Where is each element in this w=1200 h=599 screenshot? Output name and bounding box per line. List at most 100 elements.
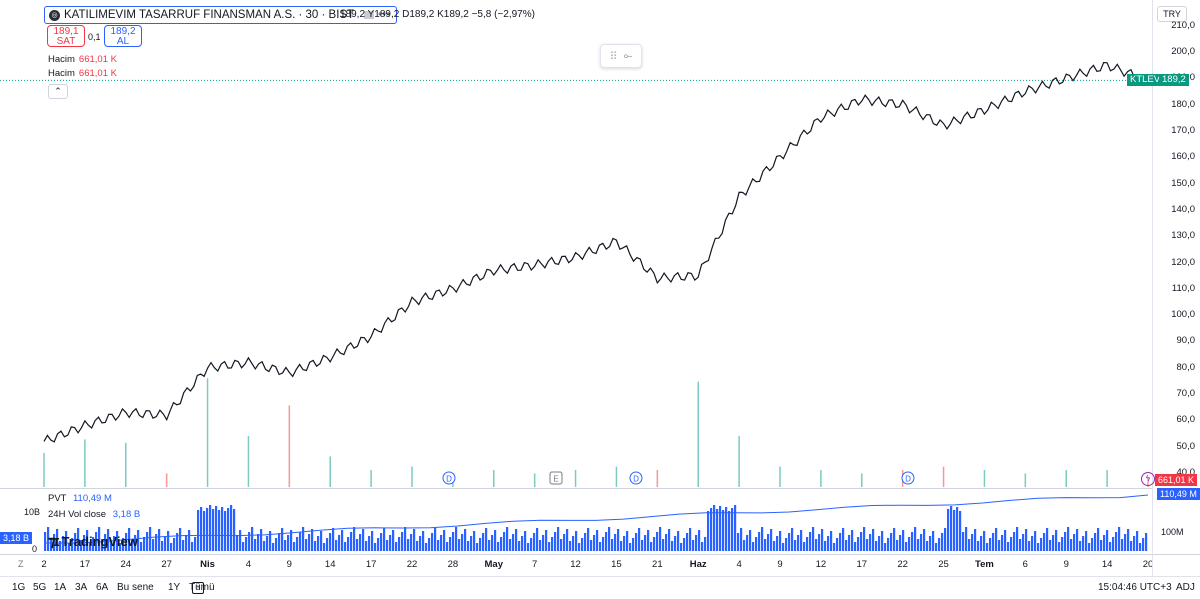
drag-handle-icon[interactable]: ⠿	[609, 50, 618, 63]
timeframe-button[interactable]: Bu sene	[117, 582, 154, 593]
vol-close-bar	[1031, 536, 1034, 551]
vol-close-bar	[725, 507, 728, 551]
vol-close-bar	[560, 539, 563, 551]
vol-close-bar	[770, 529, 773, 551]
dividend-event-icon[interactable]: D	[442, 471, 456, 485]
vol-close-bar	[566, 529, 569, 551]
time-tick: 27	[161, 559, 172, 570]
timeframe-button[interactable]: Tümü	[189, 582, 215, 593]
timeframe-button[interactable]: 1A	[54, 582, 67, 593]
timeframe-button[interactable]: 3A	[75, 582, 88, 593]
zoom-z-icon[interactable]: Z	[18, 559, 24, 569]
vol-close-bar	[485, 528, 488, 551]
vol-close-bar	[404, 527, 407, 551]
floating-drawing-widget[interactable]: ⠿ ⟜	[600, 44, 642, 68]
timeframe-button[interactable]: 5G	[33, 582, 47, 593]
vol-close-bar	[482, 533, 485, 551]
vol-close-bar	[680, 543, 683, 551]
vol-close-bar	[908, 537, 911, 551]
vol-close-bar	[503, 532, 506, 551]
buy-button[interactable]: 189,2 AL	[104, 25, 142, 47]
tradingview-logo[interactable]: ⁊ɪ TradingView	[48, 532, 138, 550]
volume-bar	[288, 405, 291, 487]
vol-close-bar	[317, 536, 320, 551]
volume-bar	[84, 439, 86, 487]
timeframe-button[interactable]: 6A	[96, 582, 109, 593]
vol-close-bar	[287, 535, 290, 551]
vol-close-bar	[965, 527, 968, 551]
vol-close-bar	[1091, 538, 1094, 551]
symbol-legend[interactable]: ◎ KATILIMEVIM TASARRUF FINANSMAN A.S. · …	[44, 6, 398, 24]
bottom-toolbar[interactable]: 1G 5G 1A 3A 6A Bu sene 1Y Tümü + 15:04:46 UTC+3…	[0, 576, 1200, 599]
vol-close-bar	[722, 510, 725, 551]
time-tick: Nis	[200, 559, 215, 570]
vol-close-bar	[1145, 533, 1148, 551]
vol-close-bar	[809, 532, 812, 551]
vol-close-bar	[1112, 537, 1115, 551]
collapse-legend-button[interactable]: ⌃	[48, 84, 68, 99]
clock[interactable]: 15:04:46 UTC+3	[1098, 582, 1172, 593]
vol-close-bar	[356, 539, 359, 551]
vol-close-bar	[785, 538, 788, 551]
vol-close-bar	[620, 541, 623, 551]
pvt-legend[interactable]: PVT 110,49 M	[48, 493, 112, 504]
vol-close-bar	[773, 541, 776, 551]
indicator-chart[interactable]	[0, 489, 1152, 555]
price-axis[interactable]: TRY 210,0200,0190,0180,0170,0160,0150,01…	[1127, 0, 1200, 554]
volume-bar	[493, 470, 495, 487]
vol-close-bar	[629, 543, 632, 551]
line-tool-icon[interactable]: ⟜	[623, 49, 633, 62]
price-tick: 50,0	[1176, 440, 1196, 452]
vol-close-bar	[107, 529, 110, 551]
sell-button[interactable]: 189,1 SAT	[47, 25, 85, 47]
vol-close-bar	[869, 534, 872, 551]
date-range-calendar-icon[interactable]: +	[192, 582, 204, 594]
volume-legend-2[interactable]: Hacim 661,01 K	[48, 68, 117, 79]
currency-selector[interactable]: TRY	[1157, 6, 1187, 22]
vol-close-bar	[536, 528, 539, 551]
time-axis[interactable]: Z 2 17 24 27 Nis 4 9 14 17 22 28 May 7 12 15 21 Haz 4 9 12 1…	[0, 554, 1153, 577]
vol-close-bar	[197, 510, 200, 551]
time-tick: 2	[41, 559, 47, 570]
vol-close-bar	[65, 531, 68, 551]
alert-lightning-icon[interactable]: ϟ	[1141, 472, 1155, 486]
indicator-pane[interactable]	[0, 488, 1152, 555]
timeframe-button[interactable]: 1Y	[168, 582, 181, 593]
vol-close-bar	[1058, 542, 1061, 551]
vol-close-bar	[365, 541, 368, 551]
vol-close-bar	[596, 530, 599, 551]
vol-close-bar	[140, 542, 143, 551]
vol-close-bar	[671, 541, 674, 551]
vol-close-bar	[1055, 530, 1058, 551]
vol-close-bar	[830, 531, 833, 551]
vol-close-bar	[239, 530, 242, 551]
dividend-event-icon[interactable]: D	[901, 471, 915, 485]
vol-close-bar	[665, 534, 668, 551]
vol-close-bar	[350, 532, 353, 551]
volume-legend-1[interactable]: Hacim 661,01 K	[48, 54, 117, 65]
price-series-line[interactable]	[43, 61, 1149, 443]
vol-close-bar	[104, 534, 107, 551]
adj-toggle[interactable]: ADJ	[1176, 582, 1195, 593]
vol-close-legend[interactable]: 24H Vol close 3,18 B	[48, 509, 140, 520]
vol-close-bar	[689, 528, 692, 551]
timeframe-button[interactable]: 1G	[12, 582, 26, 593]
vol-close-bar	[386, 540, 389, 551]
vol-close-bar	[302, 527, 305, 551]
earnings-event-icon[interactable]: E	[549, 471, 563, 485]
vol-close-bar	[158, 529, 161, 551]
flag-icon[interactable]	[364, 11, 375, 19]
vol-close-bar	[953, 510, 956, 551]
vol-close-bar	[263, 541, 266, 551]
dividend-event-icon[interactable]: D	[629, 471, 643, 485]
more-dots-icon[interactable]: •••	[378, 9, 391, 21]
time-tick: 22	[406, 559, 418, 570]
vol-close-bar	[182, 540, 185, 551]
vol-close-bar	[815, 539, 818, 551]
vol-close-bar	[359, 534, 362, 551]
vol-close-bar	[599, 542, 602, 551]
price-tick: 70,0	[1176, 388, 1196, 400]
vol-close-bar	[119, 543, 122, 551]
